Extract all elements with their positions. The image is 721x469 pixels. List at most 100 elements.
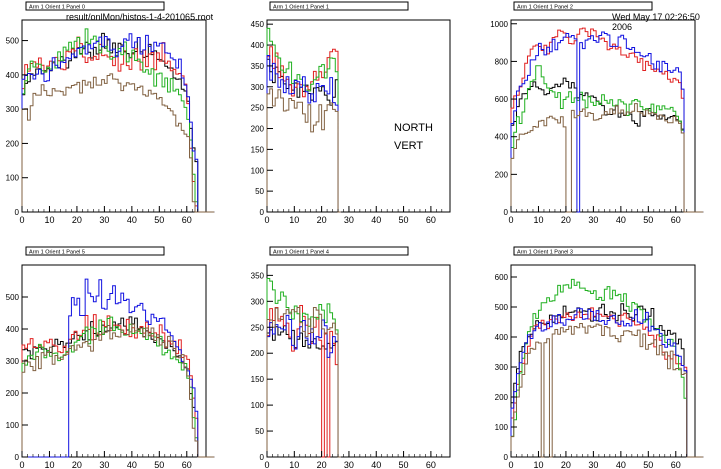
y-tick-label: 500 — [495, 303, 509, 312]
x-tick-label: 30 — [588, 460, 598, 469]
y-tick-label: 300 — [495, 363, 509, 372]
panel-title: Arm 1 Orient 1 Panel 3 — [517, 250, 573, 256]
x-tick-label: 50 — [399, 215, 409, 225]
y-tick-label: 300 — [6, 357, 20, 366]
panel-title: Arm 1 Orient 1 Panel 4 — [273, 250, 329, 256]
y-tick-label: 500 — [6, 37, 20, 46]
y-tick-label: 200 — [6, 389, 20, 398]
panel-title: Arm 1 Orient 1 Panel 1 — [273, 5, 329, 11]
panel-frame — [510, 264, 696, 458]
x-tick-label: 30 — [99, 460, 109, 469]
y-tick-label: 800 — [495, 57, 509, 66]
x-tick-label: 40 — [371, 215, 381, 225]
histogram-series-green — [510, 65, 704, 213]
y-tick-label: 600 — [495, 95, 509, 104]
y-tick-label: 400 — [251, 41, 265, 50]
y-tick-label: 200 — [495, 393, 509, 402]
histogram-series-black — [510, 77, 704, 213]
x-tick-label: 20 — [561, 215, 571, 225]
north-label: NORTH — [394, 122, 433, 134]
x-tick-label: 0 — [19, 460, 24, 469]
y-tick-label: 400 — [495, 333, 509, 342]
x-tick-label: 10 — [44, 215, 54, 225]
panel-frame — [266, 264, 451, 458]
y-tick-label: 100 — [251, 166, 265, 175]
x-tick-label: 20 — [72, 460, 82, 469]
x-tick-label: 30 — [344, 215, 354, 225]
x-tick-label: 50 — [154, 215, 164, 225]
histogram-series-green — [510, 278, 704, 458]
y-tick-label: 300 — [251, 297, 265, 306]
x-tick-label: 20 — [317, 215, 327, 225]
panel-title-box — [513, 1, 653, 11]
x-tick-label: 30 — [588, 215, 598, 225]
x-tick-label: 40 — [127, 215, 137, 225]
y-tick-label: 200 — [495, 170, 509, 179]
x-tick-label: 60 — [426, 215, 436, 225]
panel-title: Arm 1 Orient 1 Panel 5 — [29, 250, 85, 256]
x-tick-label: 50 — [154, 460, 164, 469]
x-tick-label: 30 — [99, 215, 109, 225]
y-tick-label: 350 — [251, 271, 265, 280]
histogram-series-red — [21, 36, 215, 213]
y-tick-label: 250 — [251, 104, 265, 113]
histogram-series-blue — [266, 54, 341, 213]
panel-3: Arm 1 Orient 1 Panel 5 0 10 20 30 40 50 60 0 100 2… — [6, 246, 215, 469]
histogram-series-brown — [21, 73, 215, 213]
panel-title-box — [513, 246, 653, 256]
y-tick-label: 250 — [251, 323, 265, 332]
panel-0: Arm 1 Orient 1 Panel 0 0 10 20 30 40 50 60 0 100 2… — [6, 1, 215, 225]
y-tick-label: 150 — [251, 375, 265, 384]
y-tick-label: 400 — [6, 325, 20, 334]
y-tick-label: 500 — [6, 293, 20, 302]
x-tick-label: 30 — [344, 460, 354, 469]
y-tick-label: 0 — [15, 453, 20, 462]
panel-1: Arm 1 Orient 1 Panel 1 0 10 20 30 40 50 60 0 50 10… — [251, 1, 451, 225]
y-tick-label: 150 — [251, 145, 265, 154]
y-tick-label: 1000 — [490, 20, 508, 29]
y-tick-label: 200 — [251, 349, 265, 358]
histogram-series-blue — [510, 307, 704, 458]
y-tick-label: 450 — [251, 20, 265, 29]
x-tick-label: 60 — [671, 460, 681, 469]
y-tick-label: 0 — [15, 208, 20, 217]
histogram-series-green — [266, 277, 341, 458]
timestamp-label: Wed May 17 02:26:50 2006 — [612, 12, 700, 32]
x-tick-label: 10 — [533, 460, 543, 469]
x-tick-label: 20 — [72, 215, 82, 225]
histogram-series-blue — [21, 33, 215, 213]
histogram-series-brown — [510, 103, 704, 213]
histogram-series-blue — [510, 31, 704, 213]
y-tick-label: 0 — [504, 453, 509, 462]
x-tick-label: 10 — [44, 460, 54, 469]
histogram-series-red — [266, 46, 341, 213]
panel-title-box — [25, 246, 165, 256]
x-tick-label: 40 — [616, 460, 626, 469]
x-tick-label: 40 — [616, 215, 626, 225]
histogram-series-black — [21, 316, 215, 458]
y-tick-label: 350 — [251, 62, 265, 71]
x-tick-label: 10 — [289, 460, 299, 469]
y-tick-label: 100 — [6, 421, 20, 430]
x-tick-label: 60 — [426, 460, 436, 469]
y-tick-label: 200 — [251, 125, 265, 134]
panel-frame — [266, 19, 451, 213]
histogram-series-brown — [21, 323, 215, 458]
x-tick-label: 0 — [264, 460, 269, 469]
x-tick-label: 40 — [127, 460, 137, 469]
file-path-label: result/onlMon/histos-1-4-201065.root — [66, 12, 214, 22]
y-tick-label: 300 — [6, 105, 20, 114]
x-tick-label: 0 — [508, 215, 513, 225]
panel-5: Arm 1 Orient 1 Panel 30 10 20 30 40 50 6001002… — [495, 246, 704, 469]
panel-title-box — [269, 246, 409, 256]
histogram-series-brown — [266, 88, 341, 213]
histogram-series-brown — [510, 323, 704, 458]
y-tick-label: 50 — [255, 427, 264, 436]
panel-title-box — [269, 1, 409, 11]
x-tick-label: 50 — [399, 460, 409, 469]
vert-label: VERT — [394, 140, 424, 152]
y-tick-label: 400 — [6, 71, 20, 80]
histogram-series-brown — [266, 307, 341, 458]
x-tick-label: 60 — [182, 460, 192, 469]
x-tick-label: 40 — [371, 460, 381, 469]
